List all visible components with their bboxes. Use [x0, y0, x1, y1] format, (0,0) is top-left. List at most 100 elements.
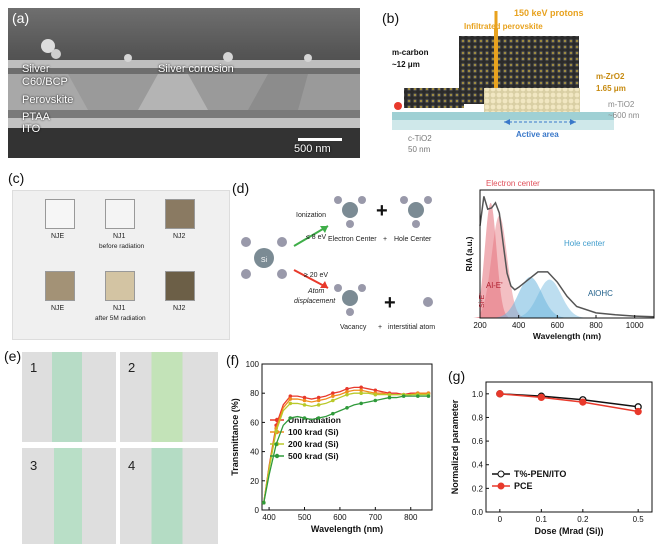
y-tick-label: 60: [250, 418, 259, 427]
sample-nj1-before: [105, 199, 135, 229]
data-point: [387, 395, 392, 400]
atom-label: Si: [261, 257, 268, 264]
legend-label: 100 krad (Si): [288, 427, 339, 437]
interstitial-label: interstitial atom: [388, 324, 436, 331]
ionization-energy: ≤ 8 eV: [306, 234, 327, 241]
data-point: [359, 388, 363, 393]
before-caption: before radiation: [99, 243, 145, 250]
x-tick-label: 600: [333, 513, 347, 522]
data-point: [426, 394, 431, 398]
film-number-1: 1: [30, 360, 38, 375]
ria-chart: 200 400 600 800 1000 Wavelength (nm) RIA (a.u.…: [465, 179, 655, 341]
active-area-label: Active area: [516, 130, 559, 139]
data-point: [634, 407, 642, 416]
data-point: [345, 406, 349, 410]
sample-nj2-before: [165, 199, 195, 229]
panel-g: (g) 0.0 0.2 0.4 0.6 0.8 1.0 0 0.1 0.2 0.5 Dose (Mr…: [446, 368, 660, 552]
series-line: [499, 393, 639, 413]
data-point: [345, 389, 349, 394]
data-point: [274, 429, 278, 433]
data-point: [387, 392, 392, 397]
x-tick-label: 600: [551, 321, 565, 330]
si-cluster-source: Si: [241, 237, 287, 279]
data-point: [359, 391, 363, 395]
plot-frame: [479, 189, 655, 319]
layer-label-c60: C60/BCP: [22, 76, 68, 88]
mcarbon-thickness: ~12 μm: [392, 60, 420, 69]
sample-label-nje: NJE: [51, 233, 65, 240]
mtio2-thickness: ~600 nm: [608, 111, 640, 120]
x-tick-label: 200: [473, 321, 487, 330]
plus-text-bottom: +: [378, 324, 383, 331]
data-point: [288, 416, 293, 420]
data-point: [496, 390, 504, 398]
ionization-label: Ionization: [296, 212, 326, 219]
hole-center-cluster: [400, 196, 432, 228]
layer-label-ito: ITO: [22, 123, 41, 135]
sample-film-3: [22, 448, 116, 544]
displacement-energy: ≥ 20 eV: [304, 272, 329, 279]
y-tick-label: 0.4: [472, 461, 484, 470]
sample-photo: NJE NJ1 NJ2 before radiation NJE NJ1 NJ2…: [12, 190, 230, 340]
data-point: [331, 411, 335, 416]
x-axis-label: Wavelength (nm): [311, 524, 383, 534]
mtio2-label: m-TiO2: [608, 100, 635, 109]
x-tick-label: 1000: [626, 321, 644, 330]
y-axis-label: Normalized parameter: [450, 399, 460, 494]
data-point: [288, 401, 293, 406]
legend-label: 500 krad (Si): [288, 451, 339, 461]
panel-label: (g): [448, 368, 466, 384]
sem-image: [8, 8, 360, 158]
data-point: [579, 398, 587, 406]
mechanism-diagram: Si: [241, 196, 433, 316]
data-point: [288, 394, 293, 398]
panel-label: (c): [8, 170, 25, 186]
x-axis-label: Dose (Mrad (Si)): [534, 526, 603, 536]
plus-sign-bottom: +: [384, 292, 396, 314]
legend-label: Unirradiation: [288, 415, 341, 425]
electron-center-cluster: [334, 196, 366, 228]
legend-label: T%-PEN/ITO: [514, 469, 566, 479]
x-tick-label: 0.5: [633, 515, 645, 524]
data-point: [302, 398, 307, 403]
data-point: [316, 398, 321, 403]
x-tick-label: 500: [298, 513, 312, 522]
panel-label: (f): [226, 352, 240, 368]
infiltrated-label: Infiltrated perovskite: [464, 22, 543, 31]
data-point: [416, 394, 420, 398]
x-tick-label: 800: [589, 321, 603, 330]
ctio2-thickness: 50 nm: [408, 145, 431, 154]
panel-b: (b) 150 keV protons Infiltrated perovski…: [364, 8, 659, 158]
y-tick-label: 80: [250, 389, 259, 398]
absorption-band: [495, 277, 566, 318]
data-point: [359, 385, 363, 390]
data-point: [537, 393, 545, 402]
electron-center-label: Electron Center: [328, 236, 377, 243]
film-number-2: 2: [128, 360, 136, 375]
sample-nj2-after: [165, 271, 195, 301]
legend-marker: [274, 453, 280, 459]
data-point: [359, 401, 363, 406]
device-schematic: [392, 11, 614, 130]
panel-d: (d) Si Ionization ≤ 8 eV Electron Center…: [232, 170, 660, 342]
y-tick-label: 40: [250, 448, 259, 457]
transmittance-chart: 0 20 40 60 80 100 400 500 600 700 800 Wavelength (n…: [230, 360, 433, 534]
data-point: [274, 442, 278, 447]
legend-label: PCE: [514, 481, 533, 491]
data-point: [373, 388, 378, 393]
x-axis-label: Wavelength (nm): [533, 331, 601, 341]
mzro2-thickness: 1.65 μm: [596, 84, 626, 93]
data-point: [345, 392, 349, 397]
layer-label-ptaa: PTAA: [22, 111, 50, 123]
data-point: [373, 398, 378, 403]
protons-label: 150 keV protons: [514, 8, 584, 18]
sample-nj1-after: [105, 271, 135, 301]
layer-label-silver: Silver: [22, 63, 50, 75]
panel-label: (e): [4, 348, 22, 364]
x-tick-label: 0: [498, 515, 503, 524]
panel-label: (a): [12, 10, 30, 26]
data-point: [288, 397, 293, 401]
y-tick-label: 20: [250, 477, 259, 486]
x-tick-label: 700: [369, 513, 383, 522]
legend-marker: [497, 470, 505, 478]
